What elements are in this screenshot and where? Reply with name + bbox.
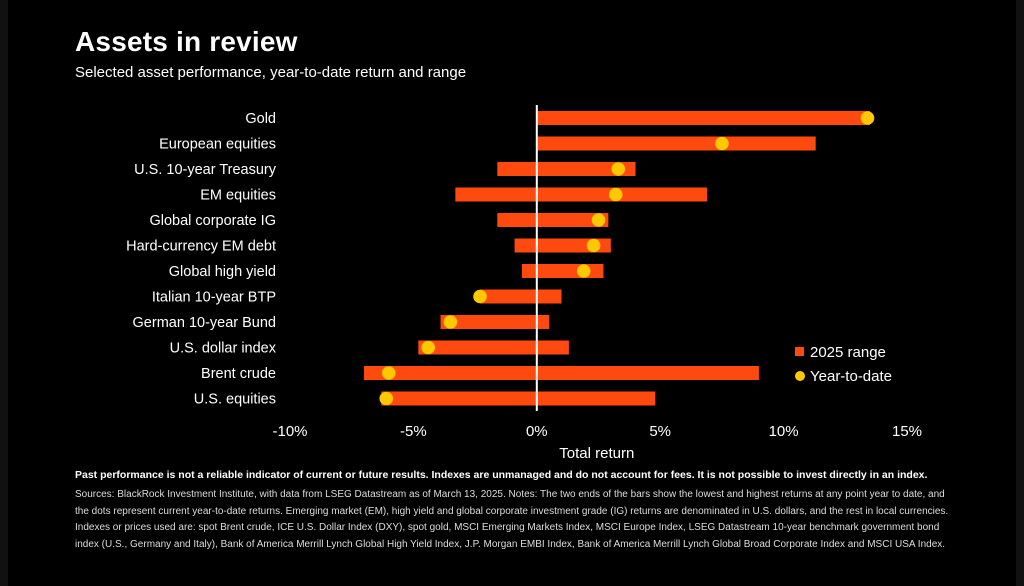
x-tick-labels: -10% -5% 0% 5% 10% 15% — [272, 423, 922, 440]
range-bar — [497, 162, 636, 176]
ytd-dot — [443, 315, 458, 329]
legend: 2025 range Year-to-date — [795, 344, 892, 385]
ytd-dot — [591, 213, 606, 227]
disclaimer: Past performance is not a reliable indic… — [75, 469, 928, 481]
legend-dot-label: Year-to-date — [810, 368, 892, 385]
left-edge — [0, 0, 8, 586]
source-notes: Sources: BlackRock Investment Institute,… — [75, 489, 949, 550]
range-bar — [440, 315, 550, 329]
ytd-dot — [473, 289, 487, 304]
category-label: Italian 10-year BTP — [152, 290, 276, 306]
page-subtitle: Selected asset performance, year-to-date… — [75, 64, 467, 81]
range-bars — [364, 111, 870, 406]
range-bar — [480, 289, 562, 304]
legend-range-swatch — [795, 347, 804, 356]
category-label: U.S. 10-year Treasury — [134, 162, 277, 178]
ytd-dot — [576, 264, 591, 278]
ytd-dot — [860, 111, 875, 125]
category-label: Gold — [245, 111, 276, 127]
x-tick-label: -10% — [272, 423, 307, 440]
range-bar — [364, 366, 759, 380]
category-label: Hard-currency EM debt — [126, 239, 276, 255]
range-bar — [536, 136, 816, 151]
page-title: Assets in review — [75, 26, 298, 57]
range-chart: Gold European equities U.S. 10-year Treasu… — [126, 105, 922, 462]
x-tick-label: 15% — [892, 423, 922, 440]
category-label: U.S. dollar index — [170, 341, 277, 357]
legend-range-label: 2025 range — [810, 344, 886, 361]
category-label: EM equities — [200, 188, 276, 204]
category-label: U.S. equities — [194, 392, 276, 408]
range-bar — [521, 264, 604, 278]
ytd-dot — [608, 187, 623, 202]
ytd-dot — [715, 136, 729, 151]
x-tick-label: -5% — [400, 423, 427, 440]
category-label: Global high yield — [169, 264, 276, 280]
category-label: Global corporate IG — [149, 213, 276, 229]
x-axis-label: Total return — [559, 445, 634, 462]
ytd-dot — [421, 340, 436, 355]
ytd-dot — [379, 391, 394, 406]
legend-dot-swatch — [795, 371, 805, 381]
x-tick-label: 10% — [769, 423, 799, 440]
ytd-dots — [379, 111, 875, 406]
x-tick-label: 0% — [526, 423, 548, 440]
range-bar — [455, 187, 708, 202]
right-edge — [1016, 0, 1024, 586]
range-bar — [497, 213, 609, 227]
range-bar — [514, 238, 611, 253]
category-labels: Gold European equities U.S. 10-year Treasu… — [126, 111, 277, 408]
category-label: Brent crude — [201, 366, 276, 382]
x-tick-label: 5% — [649, 423, 671, 440]
category-label: German 10-year Bund — [133, 315, 276, 331]
range-bar — [418, 340, 569, 355]
ytd-dot — [611, 162, 626, 176]
range-bar — [381, 391, 656, 406]
range-bar — [536, 111, 870, 125]
category-label: European equities — [159, 137, 276, 153]
ytd-dot — [586, 238, 601, 253]
ytd-dot — [381, 366, 396, 380]
